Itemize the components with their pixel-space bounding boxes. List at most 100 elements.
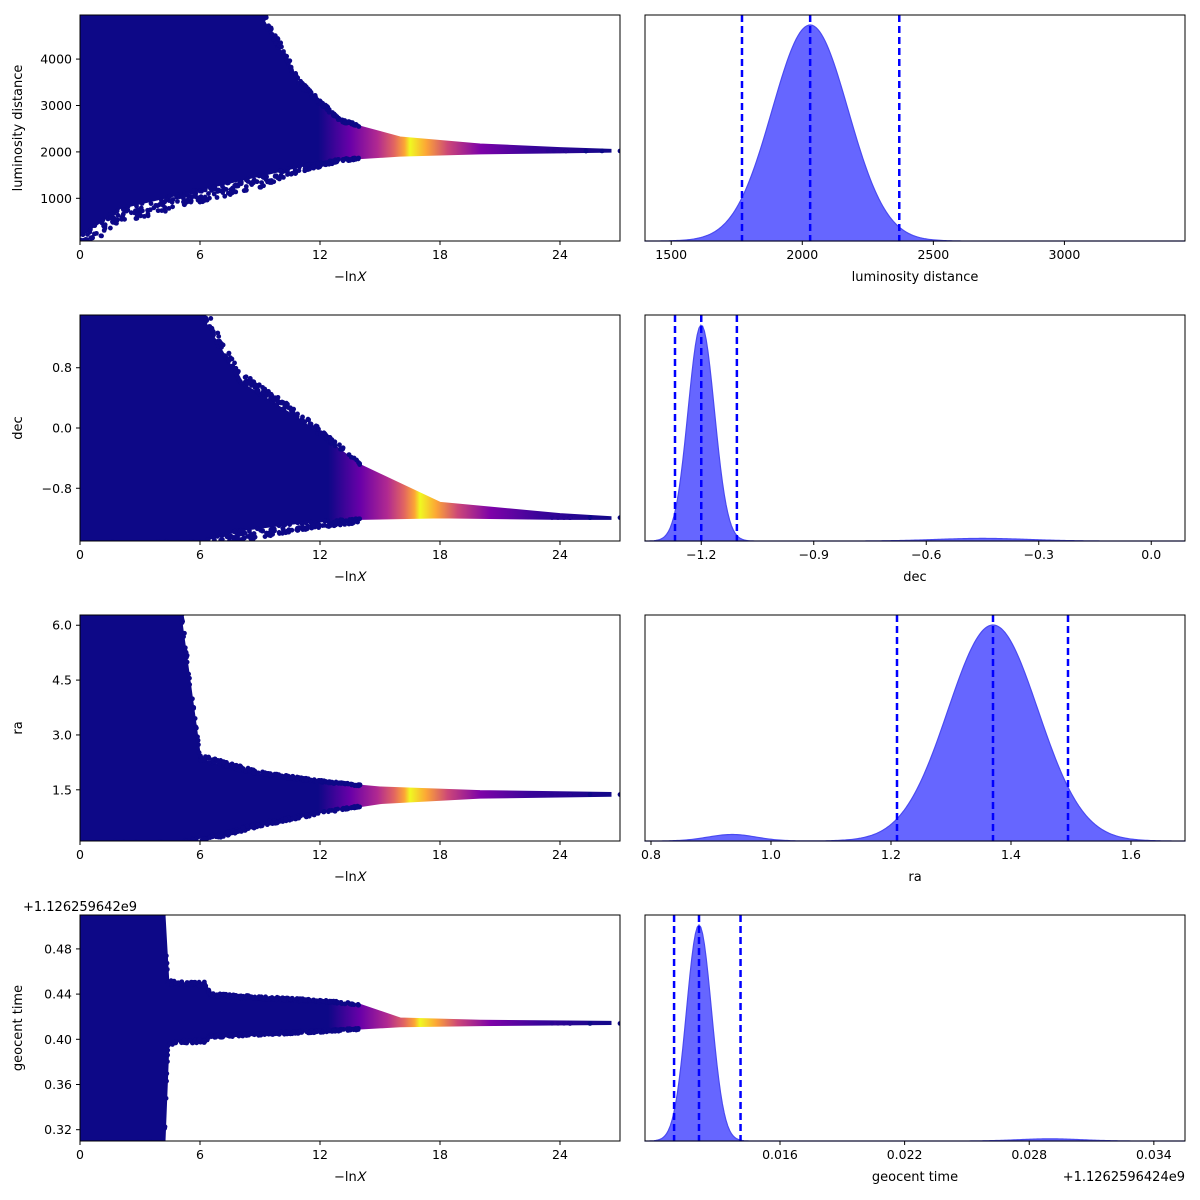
scatter-point — [549, 1021, 555, 1026]
scatter-point — [93, 598, 98, 603]
scatter-point — [127, 851, 132, 856]
scatter-point — [103, 554, 108, 559]
scatter-point — [109, 849, 114, 854]
scatter-point — [288, 996, 293, 1002]
scatter-point — [115, 1150, 120, 1155]
scatter-point — [286, 404, 291, 410]
scatter-point — [92, 306, 97, 311]
scatter-point — [549, 792, 555, 797]
scatter-point — [139, 615, 142, 616]
scatter-point — [161, 605, 166, 610]
scatter-point — [78, 304, 83, 309]
scatter-point — [561, 1021, 567, 1026]
scatter-point — [149, 556, 154, 561]
scatter-point — [126, 856, 131, 861]
scatter-point — [163, 556, 168, 561]
scatter-point — [187, 547, 192, 552]
scatter-point — [293, 170, 299, 176]
scatter-point — [549, 515, 555, 520]
scatter-point — [177, 598, 182, 603]
scatter-point — [154, 841, 159, 846]
scatter-point — [303, 777, 309, 783]
scatter-point — [135, 1148, 140, 1153]
y-tick-label: 0.44 — [44, 987, 72, 1002]
scatter-point — [110, 601, 115, 606]
scatter-point — [156, 615, 162, 618]
scatter-point — [148, 201, 154, 206]
scatter-point — [130, 842, 135, 847]
scatter-point — [155, 551, 160, 556]
scatter-point — [191, 3, 196, 8]
scatter-point — [162, 208, 168, 214]
scatter-point — [170, 555, 175, 560]
scatter-point — [126, 542, 131, 547]
scatter-point — [231, 0, 236, 5]
scatter-point — [195, 540, 197, 541]
x-tick-label: 12 — [312, 547, 328, 562]
scatter-point — [102, 1142, 107, 1147]
scatter-point — [242, 1031, 247, 1037]
scatter-point — [230, 190, 235, 196]
scatter-point — [169, 310, 174, 315]
scatter-point — [129, 0, 134, 3]
scatter-point — [134, 605, 139, 610]
scatter-point — [140, 904, 145, 909]
scatter-point — [189, 194, 195, 200]
scatter-point — [87, 895, 92, 900]
scatter-point — [155, 0, 160, 5]
scatter-point — [264, 24, 270, 30]
scatter-point — [249, 3, 254, 8]
scatter-point — [178, 557, 183, 562]
scatter-point — [118, 556, 123, 561]
scatter-point — [127, 546, 132, 551]
scatter-point — [102, 1145, 107, 1150]
scatter-point — [120, 545, 125, 550]
scatter-point — [97, 553, 102, 558]
scatter-point — [226, 1, 231, 6]
scatter-point — [283, 774, 288, 779]
scatter-point — [138, 556, 143, 561]
scatter-point — [127, 552, 132, 557]
scatter-point — [173, 606, 178, 611]
scatter-point — [230, 4, 235, 9]
scatter-point — [125, 843, 130, 848]
scatter-point — [95, 1153, 100, 1158]
scatter-point — [349, 781, 355, 787]
scatter-point — [117, 309, 122, 314]
scatter-point — [262, 772, 268, 777]
scatter-point — [139, 300, 144, 305]
x-axis-label: −ln𝑋 — [334, 1170, 368, 1185]
scatter-point — [164, 546, 169, 551]
scatter-point — [141, 607, 146, 612]
y-tick-label: 0.0 — [52, 421, 72, 436]
scatter-point — [213, 1033, 219, 1039]
scatter-point — [268, 25, 274, 31]
scatter-point — [133, 540, 135, 541]
scatter-point — [89, 551, 94, 556]
scatter-point — [146, 908, 151, 913]
scatter-point — [247, 767, 252, 773]
scatter-point — [147, 1, 152, 6]
x-tick-label: 18 — [432, 247, 448, 262]
scatter-point — [190, 696, 195, 702]
x-axis-label: −ln𝑋 — [334, 570, 368, 585]
scatter-point — [106, 1147, 111, 1152]
scatter-point — [300, 524, 306, 530]
scatter-point — [145, 211, 151, 217]
scatter-point — [167, 1041, 172, 1047]
scatter-point — [194, 295, 199, 300]
scatter-point — [85, 550, 90, 555]
scatter-point — [92, 223, 98, 229]
scatter-point — [145, 553, 150, 558]
scatter-point — [128, 1155, 133, 1160]
scatter-point — [225, 180, 230, 186]
scatter-point — [563, 148, 569, 154]
scatter-point — [217, 15, 223, 18]
scatter-point — [155, 300, 160, 305]
scatter-point — [124, 543, 129, 548]
scatter-point — [113, 296, 118, 301]
scatter-point — [144, 0, 149, 4]
scatter-point — [190, 980, 196, 985]
scatter-point — [311, 1030, 317, 1036]
scatter-point — [244, 6, 249, 11]
